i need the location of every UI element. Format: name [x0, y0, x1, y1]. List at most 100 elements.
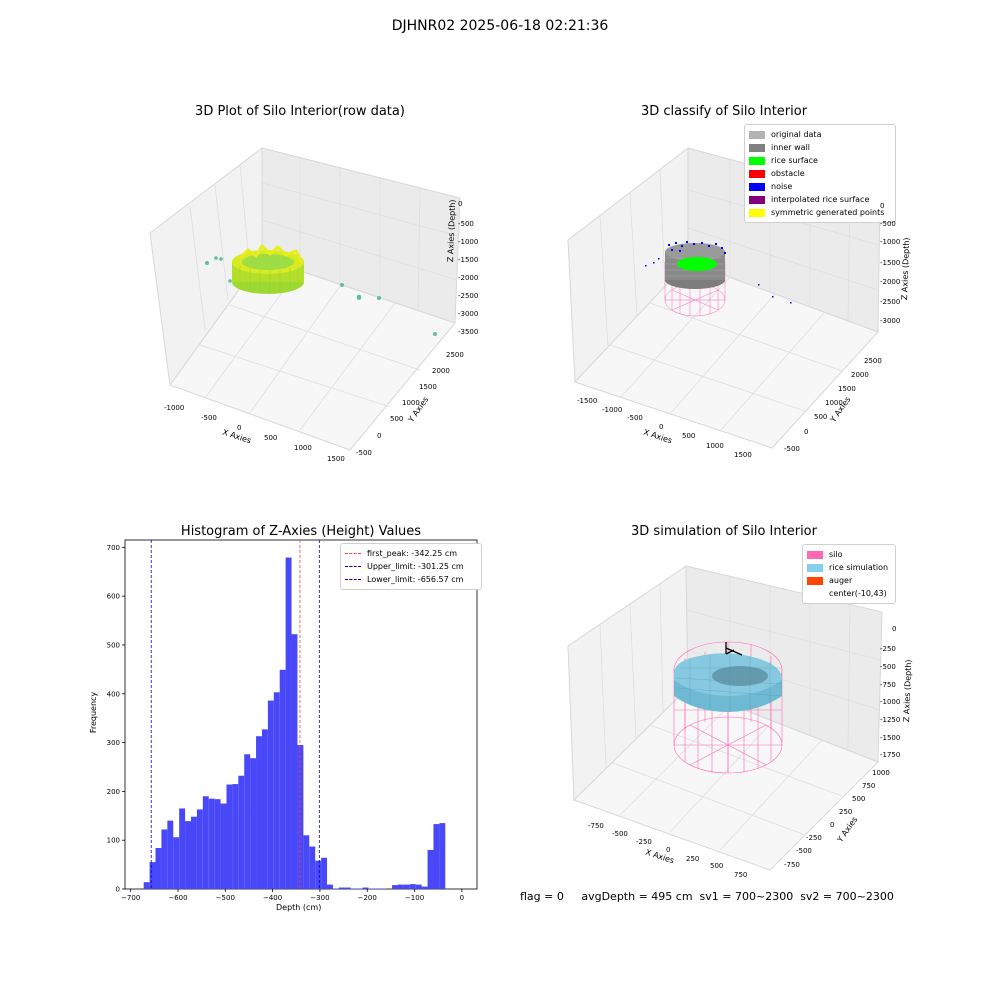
histogram-bar — [179, 808, 186, 889]
histogram-x-tick-label: −100 — [405, 894, 424, 902]
legend-label: auger — [829, 576, 853, 585]
histogram-bar — [196, 809, 203, 889]
histogram-y-tick-label: 200 — [107, 788, 120, 796]
panel4-legend-entry: silo — [807, 548, 889, 561]
panel2-legend: original data inner wall rice surface ob… — [744, 124, 896, 223]
legend-line — [345, 566, 361, 567]
histogram-bar — [173, 837, 180, 889]
histogram-bar — [421, 886, 428, 889]
panel1-y-tick: 1500 — [419, 383, 437, 391]
histogram-bar — [415, 884, 422, 889]
panel2-y-tick: 1500 — [838, 385, 856, 393]
panel2-x-tick: -1000 — [602, 406, 623, 414]
histogram-bar — [403, 884, 410, 889]
histogram-bar — [202, 796, 209, 889]
histogram-bar — [397, 884, 404, 889]
legend-swatch — [807, 576, 823, 585]
legend-label: center(-10,43) — [829, 589, 887, 598]
legend-line — [345, 553, 361, 554]
histogram-bar — [273, 692, 280, 889]
histogram-y-tick-label: 300 — [107, 739, 120, 747]
histogram-x-ticks: −700 −600 −500 −400 −300 −200 −100 0 — [121, 889, 464, 902]
panel4-legend-entry: rice simulation — [807, 561, 889, 574]
panel2-y-tick: 500 — [814, 413, 828, 421]
panel4-y-tick: 500 — [852, 795, 866, 803]
panel4-y-tick: 0 — [830, 821, 835, 829]
panel4-x-tick: -500 — [612, 830, 628, 838]
histogram-x-tick-label: 0 — [460, 894, 464, 902]
panel1-z-tick: -2500 — [458, 292, 479, 300]
legend-label: Upper_limit: -301.25 cm — [367, 562, 464, 571]
histogram-x-tick-label: −700 — [121, 894, 140, 902]
histogram-y-tick-label: 100 — [107, 837, 120, 845]
legend-label: noise — [771, 182, 793, 191]
panel1-x-tick: 1500 — [327, 455, 345, 463]
panel4-z-tick: -750 — [880, 681, 896, 689]
panel1-z-tick: -2000 — [458, 274, 479, 282]
panel4-z-tick: -250 — [880, 645, 896, 653]
histogram-bar — [143, 882, 150, 889]
panel2-x-tick: -500 — [627, 414, 643, 422]
histogram-y-tick-label: 600 — [107, 593, 120, 601]
histogram-bar — [226, 784, 233, 889]
panel1-x-tick: 1000 — [294, 444, 312, 452]
legend-label: original data — [771, 130, 822, 139]
panel2-rice-surface — [677, 257, 717, 271]
histogram-bar — [167, 820, 174, 889]
legend-swatch — [807, 563, 823, 572]
histogram-bar — [392, 885, 398, 889]
histogram-bar — [338, 887, 345, 889]
panel1-z-tick: 0 — [458, 200, 463, 208]
histogram-bar — [149, 862, 156, 889]
legend-label: obstacle — [771, 169, 805, 178]
panel4-x-tick: 250 — [686, 855, 700, 863]
legend-label: rice surface — [771, 156, 818, 165]
histogram-bar — [303, 835, 310, 889]
legend-label: inner wall — [771, 143, 811, 152]
histogram-bar — [315, 860, 322, 889]
histogram-bar — [185, 821, 191, 889]
histogram-bar — [327, 884, 333, 889]
histogram-bar — [256, 736, 262, 889]
panel2-x-tick: 0 — [659, 423, 664, 431]
legend-swatch — [749, 143, 765, 152]
legend-swatch — [749, 195, 765, 204]
histogram-y-label: Frequency — [89, 691, 99, 734]
panel4-x-tick: 750 — [734, 871, 748, 879]
legend-swatch — [749, 169, 765, 178]
histogram-bar — [297, 745, 304, 889]
panel1-y-tick: 500 — [390, 415, 404, 423]
panel4-grid — [599, 576, 882, 851]
histogram-x-label: Depth (cm) — [276, 903, 322, 912]
histogram-x-tick-label: −600 — [168, 894, 187, 902]
panel4-x-tick: -250 — [636, 838, 652, 846]
histogram-title: Histogram of Z-Axies (Height) Values — [180, 524, 422, 539]
panel2-legend-entry: original data — [749, 128, 889, 141]
legend-label: first_peak: -342.25 cm — [367, 549, 458, 558]
panel1-x-tick: -1000 — [164, 404, 185, 412]
panel2-y-tick: 0 — [804, 428, 809, 436]
histogram-bar — [267, 700, 274, 889]
panel1-z-tick: -3000 — [458, 310, 479, 318]
panel2-title: 3D classify of Silo Interior — [640, 104, 808, 119]
panel2-legend-entry: noise — [749, 180, 889, 193]
panel4-legend: silo rice simulation auger center(-10,43… — [802, 544, 896, 604]
panel4-y-tick: 1000 — [872, 769, 890, 777]
panel2-z-tick: 0 — [880, 202, 885, 210]
panel1-y-tick: 2000 — [432, 367, 450, 375]
panel1-y-tick: 0 — [377, 432, 382, 440]
legend-swatch — [749, 208, 765, 217]
legend-line — [345, 579, 361, 580]
legend-swatch — [749, 182, 765, 191]
histogram-y-tick-label: 400 — [107, 690, 120, 698]
panel1-x-tick: 500 — [264, 434, 278, 442]
histogram-x-tick-label: −200 — [358, 894, 377, 902]
histogram-bar — [214, 799, 221, 889]
panel2-z-tick: -500 — [880, 220, 896, 228]
panel4-z-tick: -1500 — [880, 734, 901, 742]
histogram-bar — [161, 829, 168, 889]
histogram-bar — [285, 557, 292, 889]
panel4-legend-entry: center(-10,43) — [807, 587, 889, 600]
histogram-x-tick-label: −300 — [310, 894, 329, 902]
panel2-legend-entry: inner wall — [749, 141, 889, 154]
